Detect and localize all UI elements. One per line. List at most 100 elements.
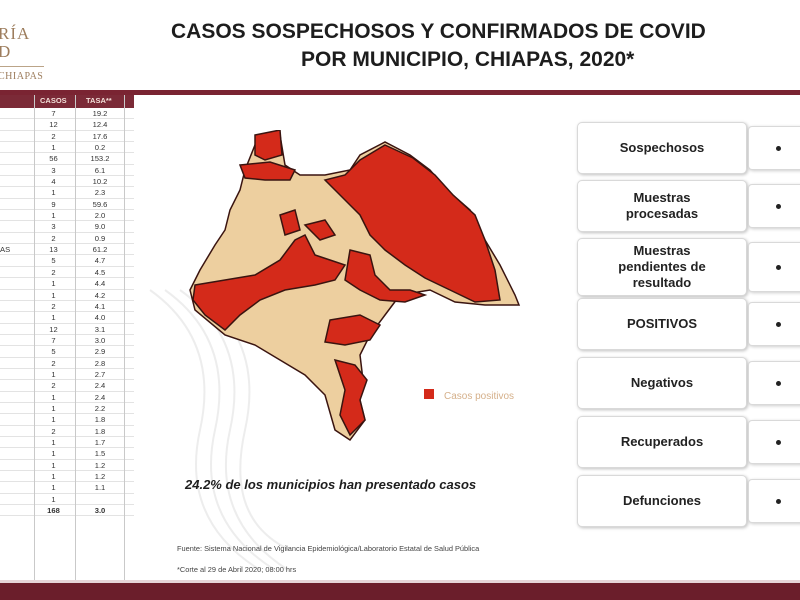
row-casos: 1 — [51, 483, 56, 493]
table-body: 7 19.2 12 12.4 2 17.6 1 0.2 56 153.2 3 6.1 4 10.2 1 2.3… — [0, 108, 134, 517]
stat-value-box — [748, 242, 800, 292]
table-row: 3 6.1 — [0, 165, 134, 177]
positive-region — [303, 219, 337, 241]
row-tasa: 0.9 — [94, 233, 106, 243]
value-bullet — [776, 204, 781, 209]
row-casos: 1 — [51, 392, 56, 402]
row-tasa: 2.8 — [94, 358, 106, 368]
row-tasa: 4.4 — [94, 279, 106, 289]
table-row: 1 4.2 — [0, 290, 134, 301]
stat-value-box — [748, 361, 800, 405]
row-casos: 1 — [51, 437, 56, 447]
row-casos: 12 — [49, 120, 58, 130]
stat-value-box — [748, 126, 800, 170]
value-bullet — [776, 381, 781, 386]
municipality-note: 24.2% de los municipios han presentado c… — [185, 477, 477, 492]
row-tasa: 1.8 — [94, 415, 106, 425]
table-divider — [75, 95, 76, 583]
row-casos: 1 — [51, 472, 56, 481]
table-row: 2 1.8 — [0, 426, 134, 437]
government-logo: RÍA D CHIAPAS — [0, 10, 60, 82]
row-casos: 2 — [51, 233, 56, 243]
row-tasa: 153.2 — [90, 154, 110, 164]
table-row: 1 1.2 — [0, 460, 134, 471]
stat-value-box — [748, 479, 800, 523]
cutoff-text: *Corte al 29 de Abril 2020; 08:00 hrs — [177, 565, 297, 574]
row-casos: 1 — [51, 211, 56, 221]
row-casos: 1 — [51, 290, 56, 300]
positive-region — [333, 358, 368, 437]
stat-label: Muestras procesadas — [625, 190, 699, 221]
title-line2: POR MUNICIPIO, CHIAPAS, 2020* — [301, 48, 635, 71]
legend-label: Casos positivos — [444, 391, 515, 402]
legend-swatch — [424, 389, 434, 399]
positive-region — [323, 144, 501, 303]
row-tasa: 1.2 — [94, 460, 106, 470]
logo-text-line1: RÍA — [0, 24, 31, 43]
row-casos: 5 — [51, 347, 56, 357]
row-tasa: 6.1 — [94, 165, 106, 175]
table-row: 5 2.9 — [0, 346, 134, 358]
table-row: 1 2.0 — [0, 210, 134, 222]
stat-label-box: Negativos — [577, 357, 747, 409]
row-casos: 2 — [51, 426, 56, 436]
row-casos: 2 — [51, 381, 56, 391]
positive-region — [324, 314, 382, 346]
table-row: 2 0.9 — [0, 233, 134, 245]
row-tasa: 1.7 — [94, 437, 106, 447]
row-tasa: 1.8 — [94, 426, 106, 436]
table-row: 1 1.2 — [0, 471, 134, 483]
positive-region — [238, 161, 297, 181]
row-tasa: 2.2 — [94, 403, 106, 413]
table-row: 3 9.0 — [0, 221, 134, 233]
table-row: 2 2.4 — [0, 380, 134, 392]
row-tasa: 1.5 — [94, 449, 106, 459]
table-row: 12 3.1 — [0, 324, 134, 335]
stat-label-box: Recuperados — [577, 416, 747, 468]
table-row: 1 2.2 — [0, 403, 134, 415]
logo-text-line2: D — [0, 42, 11, 61]
positive-region — [344, 249, 428, 303]
table-row: 1 1.8 — [0, 414, 134, 426]
positive-region — [192, 233, 347, 331]
stat-label-box: POSITIVOS — [577, 298, 747, 350]
row-casos: 2 — [51, 358, 56, 368]
footer-band — [0, 580, 800, 600]
row-casos: 9 — [51, 199, 56, 209]
row-tasa: 17.6 — [92, 131, 108, 141]
row-casos: 1 — [51, 415, 56, 425]
positive-region — [279, 209, 301, 236]
row-municipality: AS — [0, 245, 11, 255]
row-casos: 56 — [49, 154, 58, 164]
header-band — [0, 90, 800, 95]
table-total-row: 168 3.0 — [0, 505, 134, 517]
row-casos: 12 — [49, 324, 58, 334]
stat-label: Muestras pendientes de resultado — [618, 243, 706, 290]
row-tasa: 2.3 — [94, 188, 106, 198]
row-tasa: 2.7 — [94, 369, 106, 379]
table-row: 5 4.7 — [0, 255, 134, 267]
table-row: 1 1.1 — [0, 482, 134, 494]
row-tasa: 19.2 — [92, 109, 108, 118]
stat-label: Recuperados — [620, 434, 704, 449]
total-casos: 168 — [47, 506, 60, 516]
row-tasa: 4.1 — [94, 301, 106, 311]
header-casos: CASOS — [40, 96, 67, 105]
row-tasa: 3.1 — [94, 324, 106, 334]
row-casos: 2 — [51, 267, 56, 277]
stat-label-box: Muestras pendientes de resultado — [577, 238, 747, 296]
table-row: 56 153.2 — [0, 153, 134, 165]
table-row: 1 1.7 — [0, 437, 134, 449]
stat-label-box: Muestras procesadas — [577, 180, 747, 232]
stat-label-box: Defunciones — [577, 475, 747, 527]
row-casos: 7 — [51, 335, 56, 345]
row-casos: 2 — [51, 131, 56, 141]
row-casos: 2 — [51, 301, 56, 311]
table-row: 1 1.5 — [0, 448, 134, 460]
row-casos: 1 — [51, 449, 56, 459]
row-casos: 1 — [51, 279, 56, 289]
row-tasa: 4.5 — [94, 267, 106, 277]
table-row: 2 4.1 — [0, 301, 134, 313]
row-casos: 13 — [49, 245, 58, 255]
row-casos: 1 — [51, 188, 56, 198]
